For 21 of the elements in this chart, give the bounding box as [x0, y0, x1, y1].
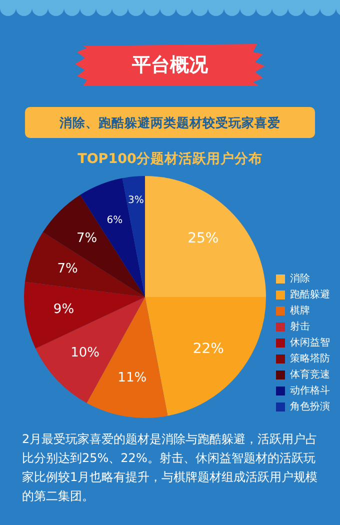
legend-label: 动作格斗: [290, 384, 330, 397]
data-label: 22%: [192, 341, 224, 358]
chart-title: TOP100分题材活跃用户分布: [76, 150, 264, 168]
data-label: 9%: [53, 302, 74, 318]
data-label: 3%: [128, 195, 144, 206]
legend-label: 射击: [290, 320, 310, 333]
legend-label: 消除: [290, 272, 310, 285]
text: 2月最受玩家喜爱的题材是消除与跑酷躲避，活跃用户占比分别达到25%、22%。射击、休闲益智题材的活跃玩家比例较1月也略有提升，与棋牌题材组成活跃用户规模的第二集团。: [22, 431, 319, 505]
legend-label: 棋牌: [290, 304, 310, 317]
data-label: 6%: [106, 215, 123, 226]
data-label: 10%: [70, 346, 100, 361]
data-label: 11%: [118, 370, 147, 386]
data-label: 7%: [76, 231, 98, 246]
legend-label: 体育竞速: [290, 368, 330, 381]
legend-label: 跑酷躲避: [290, 288, 330, 301]
data-label: 25%: [188, 230, 219, 246]
chart-subtitle: 消除、跑酷躲避两类题材较受玩家喜爱: [25, 107, 315, 138]
legend-label: 策略塔防: [290, 352, 330, 365]
legend-label: 休闲益智: [290, 336, 330, 349]
legend-label: 角色扮演: [290, 400, 330, 413]
data-label: 7%: [57, 262, 78, 277]
